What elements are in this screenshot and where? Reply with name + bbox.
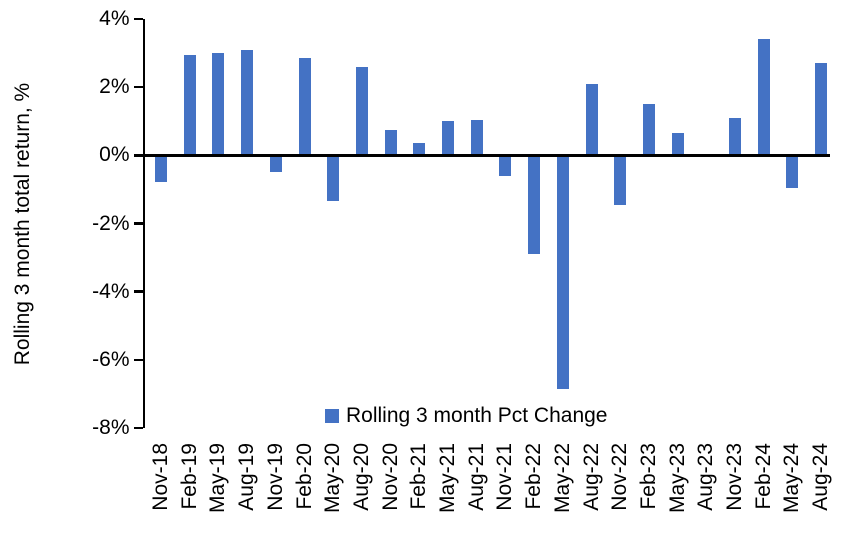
y-tick-mark [133,290,143,293]
bar-Feb-22 [528,156,541,254]
x-tick-label: May-23 [665,443,689,514]
x-tick-label: Feb-20 [292,443,316,510]
x-tick-label: Nov-20 [378,443,402,511]
x-tick-label: Nov-21 [493,443,517,511]
bar-Feb-23 [642,104,655,156]
bar-Nov-22 [614,156,627,205]
x-tick-label: Feb-19 [177,443,201,510]
bar-May-24 [786,156,799,188]
bar-May-20 [327,156,340,202]
bar-Feb-20 [298,58,311,156]
bar-Nov-18 [155,156,167,183]
y-tick-mark [133,85,143,89]
bar-Feb-21 [413,143,426,156]
y-tick-mark [133,222,143,225]
bar-May-21 [442,121,454,156]
x-tick-label: Feb-23 [636,443,660,510]
y-axis-line [142,19,145,428]
bar-May-23 [671,133,684,156]
x-tick-label: Nov-23 [723,443,746,511]
legend: Rolling 3 month Pct Change [325,404,608,428]
y-tick-mark [133,17,143,21]
x-tick-label: May-21 [436,443,459,514]
bar-Nov-19 [269,156,282,173]
x-tick-label: Feb-21 [407,443,431,510]
x-tick-label: Aug-22 [579,443,603,511]
x-tick-label: Aug-19 [235,443,259,511]
bar-Nov-20 [384,129,397,156]
legend-swatch [325,409,339,423]
bar-May-19 [212,53,225,156]
bar-Aug-20 [355,66,368,156]
x-tick-label: Nov-19 [263,443,287,511]
x-tick-label: May-20 [321,443,345,514]
x-tick-label: Nov-18 [149,443,172,511]
x-tick-label: May-19 [206,443,230,514]
y-axis-title: Rolling 3 month total return, % [11,82,34,365]
plot-area [142,19,835,428]
bar-Aug-19 [241,49,254,156]
bar-Aug-24 [815,63,828,156]
y-tick-label: -6% [92,347,130,371]
x-tick-label: Aug-23 [694,443,718,511]
y-tick-label: -8% [92,416,130,439]
y-tick-mark [133,426,143,430]
x-tick-label: Nov-22 [608,443,632,511]
bar-Aug-21 [470,119,483,156]
y-tick-label: 4% [99,7,130,30]
bar-Aug-22 [585,83,598,156]
bar-Feb-24 [757,39,770,156]
x-tick-label: May-24 [780,443,804,514]
x-tick-label: Aug-21 [464,443,488,511]
x-tick-label: Feb-22 [522,443,546,510]
y-tick-mark [133,358,143,362]
x-tick-label: Feb-24 [751,443,775,510]
zero-baseline [142,153,830,157]
bar-Nov-21 [499,156,512,176]
x-tick-label: Aug-20 [349,443,373,511]
y-tick-label: 0% [99,143,130,167]
legend-label: Rolling 3 month Pct Change [346,404,608,427]
x-tick-label: Aug-24 [809,443,833,511]
y-tick-mark [133,154,143,157]
y-tick-label: 2% [99,75,130,99]
x-tick-label: May-22 [550,443,574,514]
y-tick-label: -2% [92,211,130,235]
bar-Nov-23 [729,117,741,156]
bar-May-22 [556,156,569,389]
bar-Feb-19 [183,54,196,156]
y-tick-label: -4% [92,279,130,303]
